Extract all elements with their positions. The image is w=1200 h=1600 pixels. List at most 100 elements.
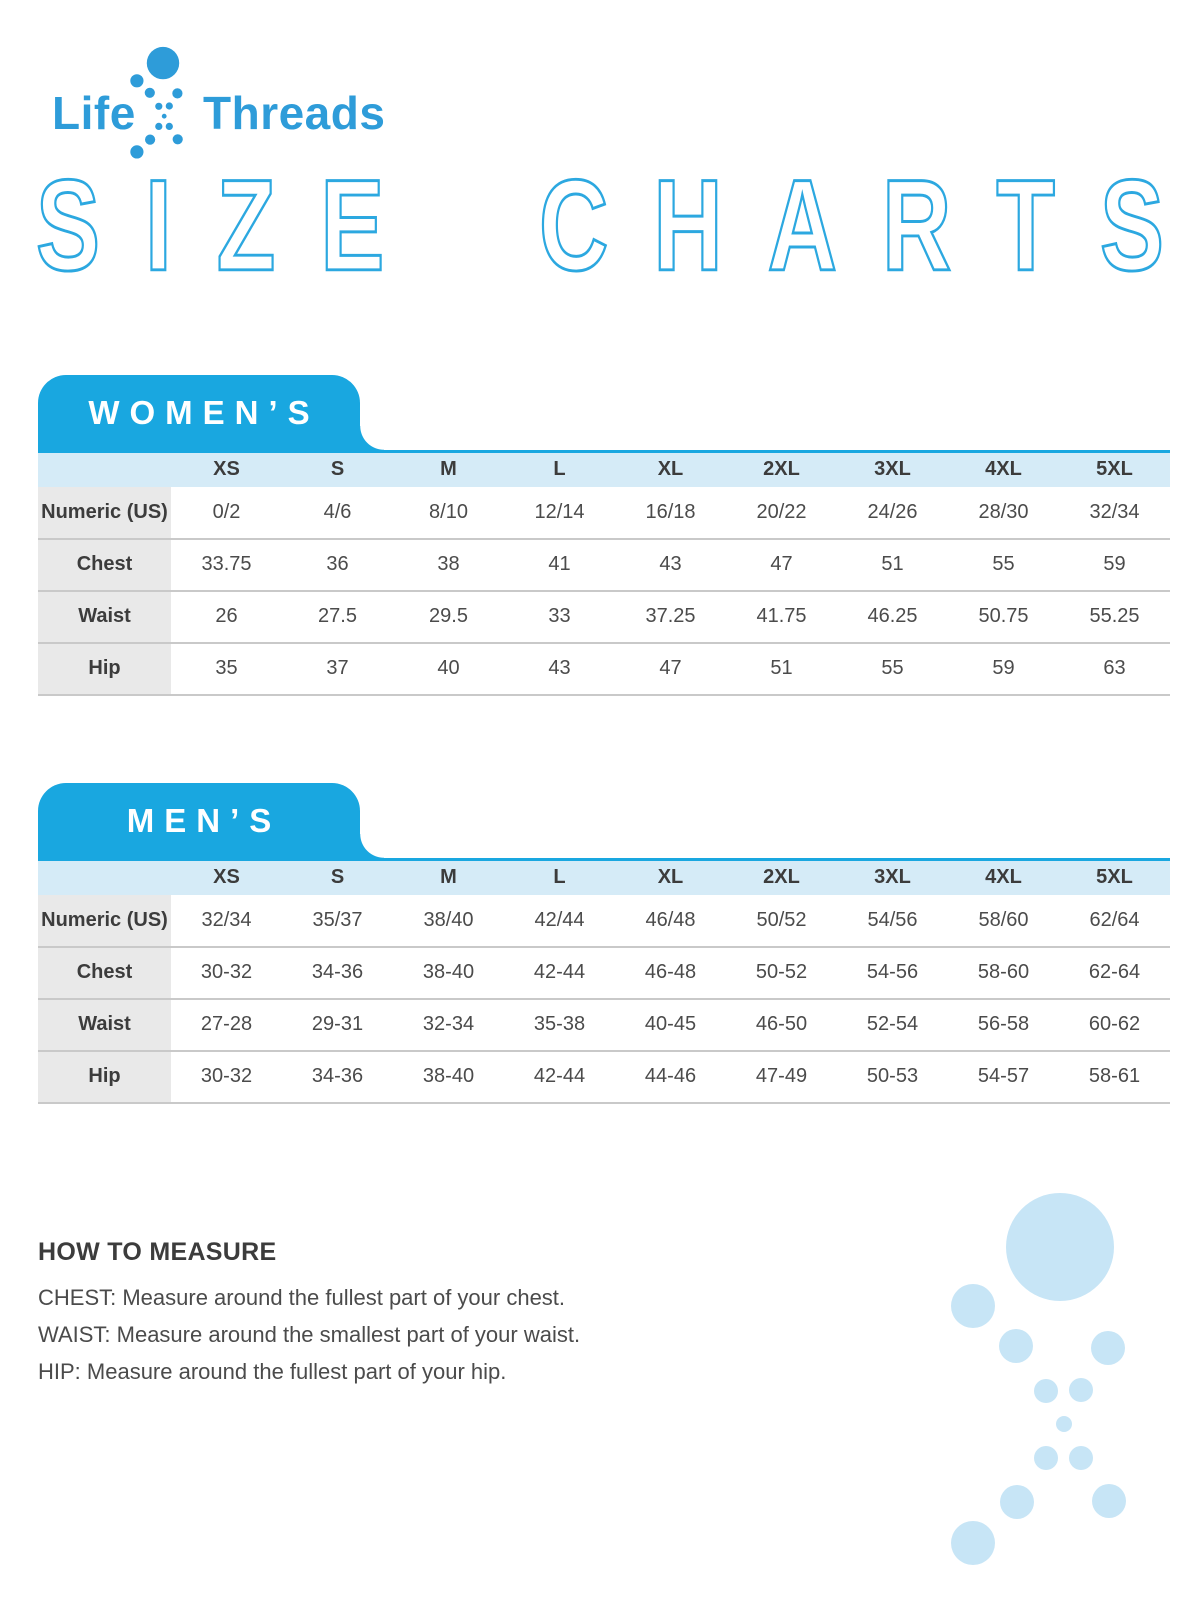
logo-text-life: Life — [52, 87, 136, 139]
size-value-cell: 59 — [992, 657, 1015, 679]
mens-tab: MEN’S — [38, 783, 384, 858]
size-column-header: L — [504, 450, 615, 487]
womens-section: WOMEN’S XS S M L XL 2XL 3XL 4XL 5XL Numeric (US) 0… — [38, 375, 1170, 696]
size-header-row: XS S M L XL 2XL 3XL 4XL 5XL — [38, 858, 1170, 895]
size-value-cell: 58/60 — [978, 908, 1029, 931]
measurement-row: Hip 35 37 40 43 47 51 55 59 63 — [38, 642, 1170, 695]
size-value-cell: 50.75 — [978, 605, 1029, 627]
size-value-cell: 40-45 — [644, 1013, 697, 1035]
size-value-cell: 51 — [881, 553, 904, 575]
size-value-cell: 37 — [326, 657, 349, 679]
row-label: Hip — [38, 642, 171, 695]
size-value-cell: 36 — [326, 553, 349, 575]
size-value-cell: 30-32 — [200, 1065, 253, 1087]
size-value-cell: 32/34 — [201, 908, 252, 931]
size-value-cell: 29.5 — [429, 605, 468, 627]
size-value-cell: 50-53 — [866, 1065, 919, 1087]
corner-cell — [38, 858, 171, 895]
size-value-cell: 50/52 — [756, 908, 807, 931]
size-column-header: 3XL — [837, 858, 948, 895]
size-column-header: XL — [615, 858, 726, 895]
size-column-header: M — [393, 450, 504, 487]
size-column-header: 3XL — [837, 450, 948, 487]
size-value-cell: 28/30 — [978, 500, 1029, 523]
size-value-cell: 34-36 — [311, 961, 364, 983]
size-column-header: 2XL — [726, 450, 837, 487]
size-value-cell: 60-62 — [1088, 1013, 1141, 1035]
how-to-measure-heading: HOW TO MEASURE — [38, 1238, 277, 1266]
mens-tab-label: MEN’S — [126, 801, 282, 839]
size-value-cell: 0/2 — [212, 500, 241, 523]
size-value-cell: 38/40 — [423, 908, 474, 931]
how-to-measure-section: HOW TO MEASURE CHEST: Measure around the… — [38, 1238, 678, 1396]
size-column-header: 4XL — [948, 450, 1059, 487]
size-value-cell: 59 — [1103, 553, 1126, 575]
size-value-cell: 43 — [548, 657, 571, 679]
size-value-cell: 42/44 — [534, 908, 585, 931]
size-value-cell: 35-38 — [533, 1013, 586, 1035]
size-value-cell: 27-28 — [200, 1013, 253, 1035]
size-value-cell: 55 — [881, 657, 904, 679]
size-value-cell: 46.25 — [867, 605, 918, 627]
row-label: Hip — [38, 1050, 171, 1103]
size-value-cell: 62/64 — [1089, 908, 1140, 931]
size-value-cell: 30-32 — [200, 961, 253, 983]
size-value-cell: 43 — [659, 553, 682, 575]
size-value-cell: 58-60 — [977, 961, 1030, 983]
size-value-cell: 42-44 — [533, 1065, 586, 1087]
size-value-cell: 32-34 — [422, 1013, 475, 1035]
size-value-cell: 33.75 — [201, 553, 252, 575]
size-value-cell: 62-64 — [1088, 961, 1141, 983]
size-value-cell: 51 — [770, 657, 793, 679]
logo-dots-icon — [130, 46, 183, 159]
size-value-cell: 29-31 — [311, 1013, 364, 1035]
title-word-charts: CHARTS — [538, 153, 1200, 299]
womens-tab-label: WOMEN’S — [88, 393, 320, 431]
size-column-header: 5XL — [1059, 858, 1170, 895]
size-value-cell: 55.25 — [1089, 605, 1140, 627]
measurement-row: Hip 30-32 34-36 38-40 42-44 44-46 47-49 50-53 54… — [38, 1050, 1170, 1103]
size-column-header: 5XL — [1059, 450, 1170, 487]
size-value-cell: 16/18 — [645, 500, 696, 523]
corner-cell — [38, 450, 171, 487]
size-value-cell: 35 — [215, 657, 238, 679]
size-column-header: 2XL — [726, 858, 837, 895]
size-value-cell: 38-40 — [422, 1065, 475, 1087]
row-label: Numeric (US) — [38, 894, 171, 947]
size-value-cell: 55 — [992, 553, 1015, 575]
size-value-cell: 12/14 — [534, 500, 585, 523]
row-label: Waist — [38, 590, 171, 643]
size-value-cell: 38 — [437, 553, 460, 575]
size-column-header: XS — [171, 450, 282, 487]
womens-size-table: XS S M L XL 2XL 3XL 4XL 5XL Numeric (US) 0/2 4/6 8/1… — [38, 450, 1170, 696]
size-value-cell: 47 — [659, 657, 682, 679]
womens-tab: WOMEN’S — [38, 375, 384, 450]
size-value-cell: 41.75 — [756, 605, 807, 627]
size-value-cell: 56-58 — [977, 1013, 1030, 1035]
size-value-cell: 52-54 — [866, 1013, 919, 1035]
size-value-cell: 37.25 — [645, 605, 696, 627]
size-value-cell: 46-50 — [755, 1013, 808, 1035]
measurement-row: Chest 30-32 34-36 38-40 42-44 46-48 50-52 54-56… — [38, 946, 1170, 999]
size-value-cell: 8/10 — [429, 500, 468, 523]
size-value-cell: 20/22 — [756, 500, 807, 523]
mens-section: MEN’S XS S M L XL 2XL 3XL 4XL 5XL Numeric (US) 32/… — [38, 783, 1170, 1104]
measure-instruction-waist: WAIST: Measure around the smallest part … — [38, 1322, 581, 1347]
size-value-cell: 4/6 — [323, 500, 352, 523]
size-header-row: XS S M L XL 2XL 3XL 4XL 5XL — [38, 450, 1170, 487]
measure-instruction-hip: HIP: Measure around the fullest part of … — [38, 1359, 507, 1384]
logo-text-threads: Threads — [203, 87, 386, 139]
size-value-cell: 50-52 — [755, 961, 808, 983]
dna-dots-decoration-icon — [951, 1193, 1126, 1565]
size-value-cell: 33 — [548, 605, 571, 627]
size-value-cell: 42-44 — [533, 961, 586, 983]
size-value-cell: 27.5 — [318, 605, 357, 627]
page-title: SIZE CHARTS — [35, 160, 1165, 293]
size-value-cell: 35/37 — [312, 908, 363, 931]
size-column-header: XL — [615, 450, 726, 487]
measurement-row: Numeric (US) 0/2 4/6 8/10 12/14 16/18 20/22 24/… — [38, 486, 1170, 539]
size-column-header: 4XL — [948, 858, 1059, 895]
measurement-row: Numeric (US) 32/34 35/37 38/40 42/44 46/48 50/… — [38, 894, 1170, 947]
row-label: Chest — [38, 946, 171, 999]
